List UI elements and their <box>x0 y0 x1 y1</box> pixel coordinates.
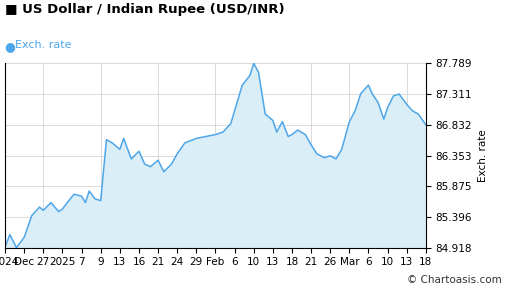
Text: ■ US Dollar / Indian Rupee (USD/INR): ■ US Dollar / Indian Rupee (USD/INR) <box>5 3 285 16</box>
Text: © Chartoasis.com: © Chartoasis.com <box>407 275 502 285</box>
Text: Exch. rate: Exch. rate <box>15 40 71 50</box>
Y-axis label: Exch. rate: Exch. rate <box>478 129 488 182</box>
Text: ●: ● <box>5 40 20 53</box>
